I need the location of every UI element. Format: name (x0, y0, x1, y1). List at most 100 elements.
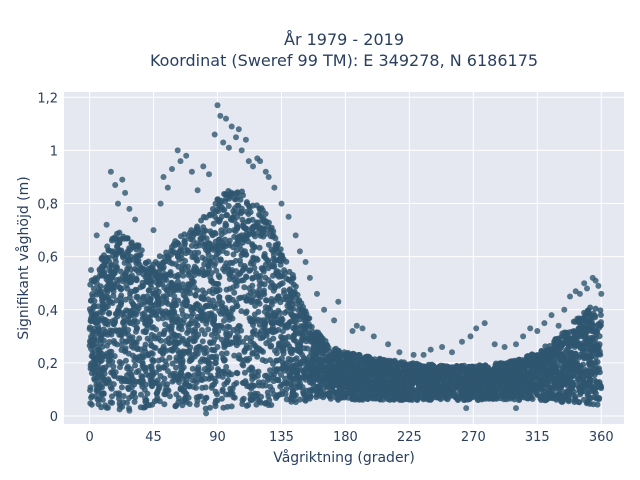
data-point (519, 357, 526, 364)
data-point (597, 312, 604, 318)
data-point (333, 349, 340, 356)
data-point (218, 322, 225, 329)
data-point (191, 230, 198, 237)
data-point (598, 319, 604, 326)
data-point (227, 259, 234, 266)
data-point (92, 368, 99, 375)
data-point (246, 383, 253, 390)
data-point (415, 368, 422, 374)
data-point (198, 217, 205, 224)
data-point (234, 241, 241, 248)
data-point (379, 392, 386, 399)
data-point (127, 246, 134, 253)
data-point (373, 375, 380, 382)
data-point (294, 367, 301, 374)
data-point (165, 282, 172, 289)
data-point (358, 385, 365, 392)
data-point (169, 248, 176, 255)
data-point (231, 217, 238, 224)
data-point (511, 365, 518, 372)
data-point (357, 370, 364, 377)
data-point (592, 305, 599, 312)
data-point (269, 263, 276, 270)
data-point (207, 404, 213, 411)
data-point (96, 396, 103, 403)
data-point (106, 379, 113, 386)
data-point (277, 299, 284, 306)
data-point (223, 331, 230, 338)
data-point (562, 338, 569, 345)
data-point (302, 329, 309, 336)
data-point (264, 389, 271, 396)
data-point (217, 310, 224, 317)
data-point (198, 308, 205, 315)
data-point (87, 387, 94, 394)
data-point (221, 317, 227, 324)
data-point (146, 373, 153, 379)
data-point (149, 324, 156, 331)
data-point (169, 370, 176, 377)
data-point (222, 198, 229, 205)
data-point (106, 309, 113, 316)
data-point (152, 259, 159, 265)
data-point (136, 252, 143, 259)
data-point (212, 238, 219, 245)
data-point (240, 192, 246, 199)
data-point (571, 328, 578, 335)
data-point (126, 319, 133, 326)
data-point (249, 216, 256, 223)
data-point (300, 368, 307, 375)
data-point (356, 352, 363, 359)
data-point (147, 267, 154, 274)
data-point (209, 206, 216, 212)
data-point (255, 229, 262, 236)
data-point (292, 283, 299, 290)
data-point (464, 396, 471, 403)
data-point (277, 258, 284, 264)
data-point (249, 247, 256, 254)
data-point (557, 353, 564, 359)
data-point (140, 266, 147, 273)
data-point (272, 347, 278, 354)
data-point (249, 328, 256, 335)
data-point (249, 202, 256, 209)
data-point (166, 354, 173, 361)
data-point (140, 293, 147, 300)
data-point (218, 231, 225, 238)
data-point (445, 371, 452, 377)
data-point (218, 395, 225, 402)
data-point (114, 307, 121, 314)
data-point (268, 298, 275, 305)
data-point (223, 364, 230, 370)
data-point (262, 382, 269, 389)
data-point (116, 395, 122, 402)
data-point (571, 388, 578, 395)
data-point (267, 343, 274, 350)
data-point (376, 380, 383, 387)
data-point (122, 357, 129, 364)
data-point (120, 399, 127, 406)
data-point (291, 325, 298, 332)
data-point (186, 358, 193, 365)
data-point (270, 228, 277, 235)
data-point (592, 314, 599, 321)
data-point (219, 206, 226, 213)
data-point (570, 359, 577, 366)
data-point (291, 356, 298, 363)
data-point (202, 241, 209, 248)
data-point (94, 303, 101, 310)
data-point (303, 318, 309, 325)
data-point (544, 347, 551, 354)
data-point (579, 353, 586, 360)
data-point (155, 301, 162, 308)
data-point (126, 263, 132, 270)
data-point (163, 249, 170, 256)
data-point (180, 292, 187, 299)
data-point (198, 377, 205, 383)
data-point (565, 364, 572, 371)
data-point (156, 272, 163, 279)
data-point (173, 357, 180, 364)
data-point (566, 351, 573, 358)
data-point (275, 377, 282, 384)
data-point (334, 378, 341, 385)
